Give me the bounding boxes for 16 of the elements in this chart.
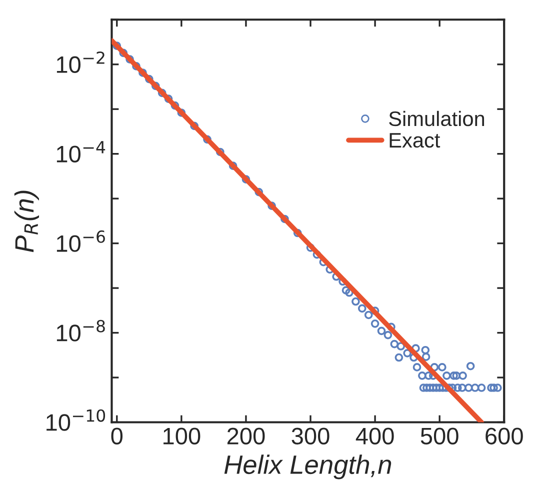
x-tick-label: 300 xyxy=(292,428,330,444)
x-tick-label: 600 xyxy=(486,428,523,444)
x-tick-label: 100 xyxy=(164,428,200,444)
y-tick-label: 10$^{−4}$ xyxy=(56,141,106,162)
x-tick-label: 400 xyxy=(356,428,394,444)
legend-label: Simulation xyxy=(389,110,484,126)
x-tick-label: 0 xyxy=(111,428,123,444)
x-tick-label: 200 xyxy=(227,428,265,444)
x-axis-title: Helix Length,n xyxy=(224,454,392,480)
y-tick-label: 10$^{−6}$ xyxy=(56,230,105,252)
y-tick-label: 10$^{−10}$ xyxy=(46,409,106,431)
y-tick-label: 10$^{−2}$ xyxy=(56,51,104,73)
x-tick-label: 500 xyxy=(420,428,458,444)
y-tick-label: 10$^{−8}$ xyxy=(56,320,105,342)
legend-label: Exact xyxy=(390,133,440,148)
y-axis-title: P$_{R}$(n) xyxy=(14,190,39,252)
